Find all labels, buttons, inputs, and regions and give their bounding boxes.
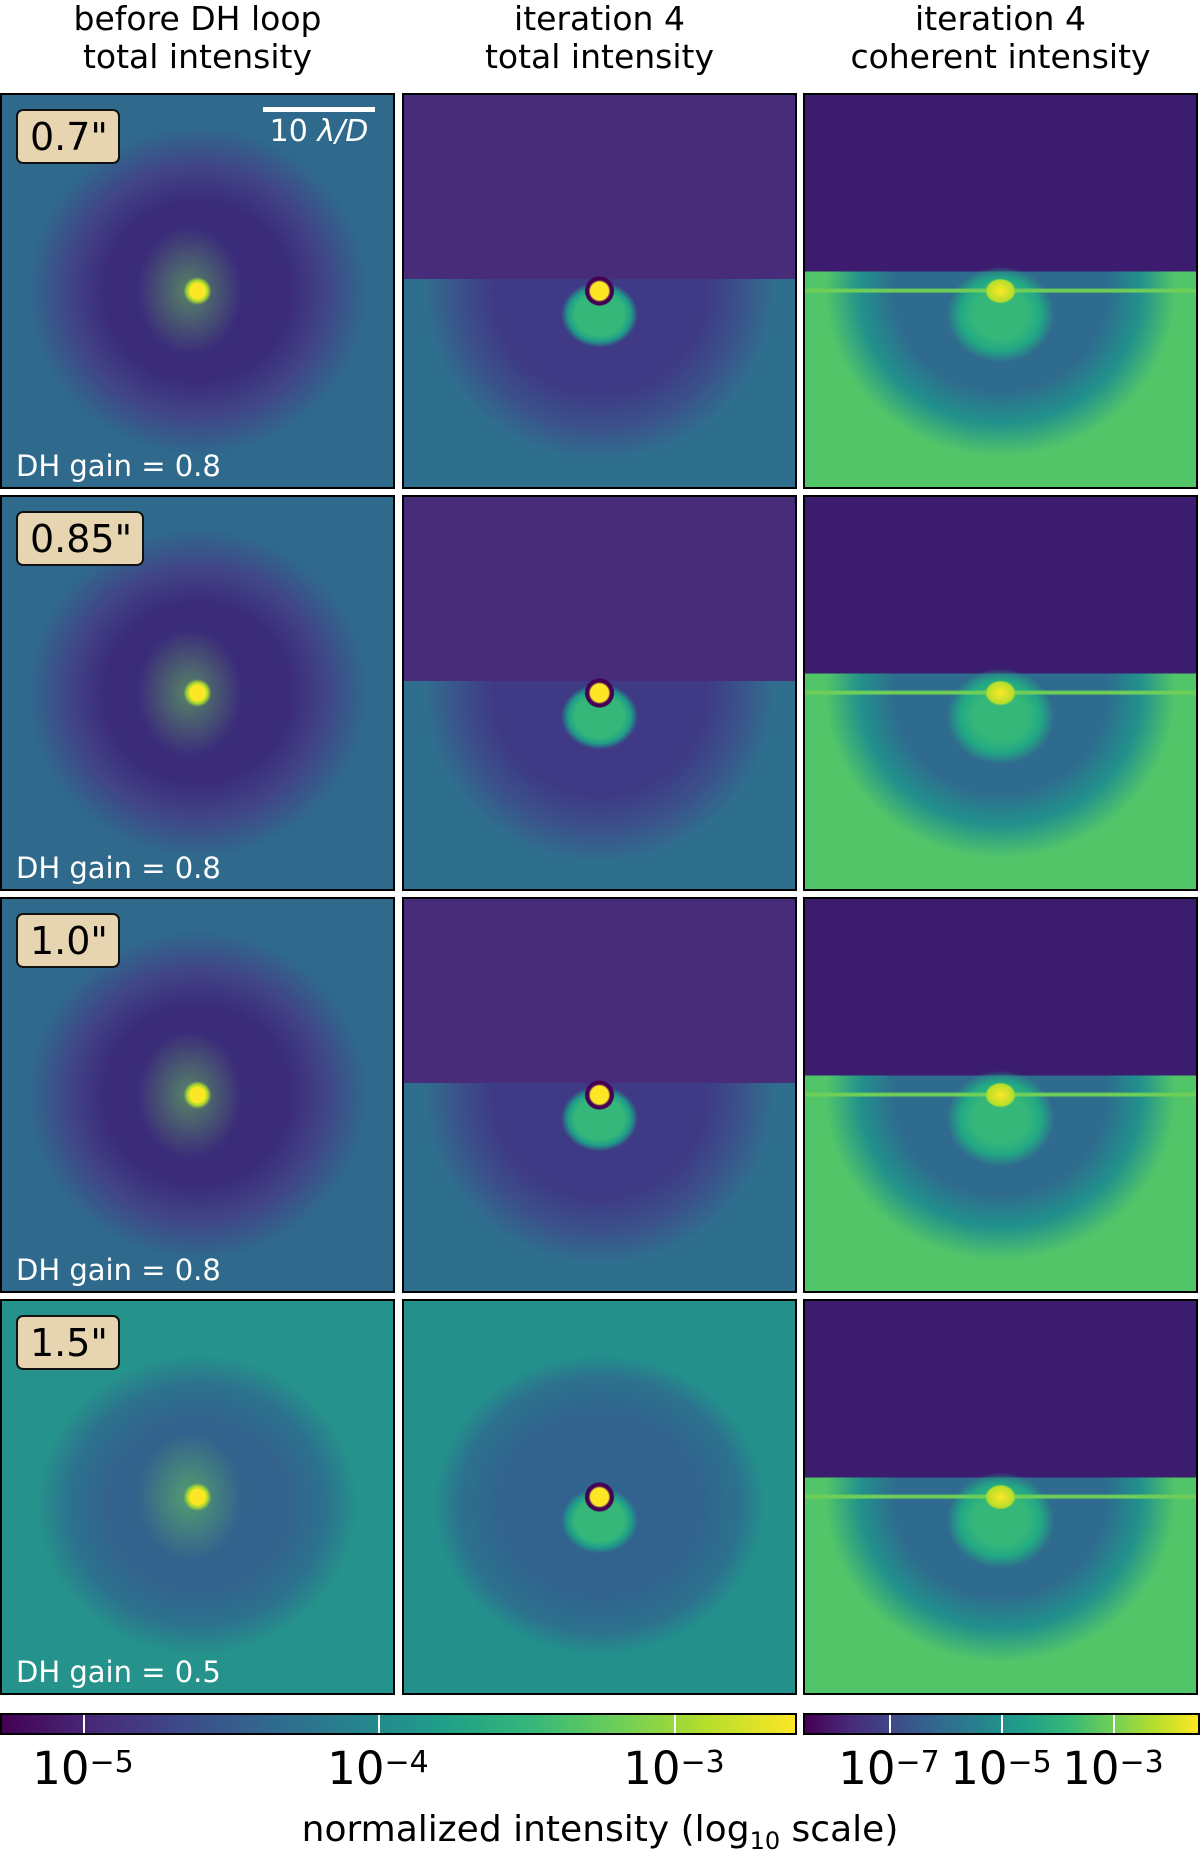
intensity-image [805, 497, 1196, 889]
column-title-iter4-coherent: iteration 4 coherent intensity [803, 0, 1198, 76]
panel-r4-iter4-total [402, 1299, 797, 1695]
intensity-image [2, 899, 393, 1291]
panel-r1-before: 0.7" 10 λ/D DH gain = 0.8 [0, 93, 395, 489]
intensity-image [404, 1301, 795, 1693]
colorbar-tick [1001, 1715, 1003, 1733]
panel-r2-iter4-total [402, 495, 797, 891]
colorbar-coherent-intensity [803, 1713, 1200, 1735]
title-line-1: iteration 4 [915, 0, 1086, 38]
scale-bar: 10 λ/D [263, 107, 375, 149]
colorbar-tick [1113, 1715, 1115, 1733]
dh-gain-label: DH gain = 0.8 [16, 1253, 221, 1287]
colorbar-tick [889, 1715, 891, 1733]
title-line-2: total intensity [484, 37, 715, 76]
colorbar-tick [674, 1715, 676, 1733]
dh-gain-label: DH gain = 0.5 [16, 1655, 221, 1689]
panel-r4-before: 1.5" DH gain = 0.5 [0, 1299, 395, 1695]
title-line-2: coherent intensity [850, 37, 1151, 76]
column-title-before: before DH loop total intensity [0, 0, 395, 76]
intensity-image [805, 899, 1196, 1291]
intensity-image [404, 899, 795, 1291]
separation-label: 1.0" [16, 913, 120, 968]
panel-r3-iter4-total [402, 897, 797, 1293]
colorbar-tick [83, 1715, 85, 1733]
colorbar-tick-label: 10−3 [623, 1742, 725, 1795]
colorbar-tick-label: 10−7 [838, 1742, 940, 1795]
intensity-image [404, 497, 795, 889]
panel-r4-iter4-coherent [803, 1299, 1198, 1695]
panel-r1-iter4-total [402, 93, 797, 489]
dh-gain-label: DH gain = 0.8 [16, 851, 221, 885]
title-line-2: total intensity [82, 37, 313, 76]
intensity-image [805, 1301, 1196, 1693]
separation-label: 0.7" [16, 109, 120, 164]
panel-r1-iter4-coherent [803, 93, 1198, 489]
separation-label: 0.85" [16, 511, 145, 566]
panel-r3-before: 1.0" DH gain = 0.8 [0, 897, 395, 1293]
dh-gain-label: DH gain = 0.8 [16, 449, 221, 483]
intensity-image [404, 95, 795, 487]
column-title-iter4-total: iteration 4 total intensity [402, 0, 797, 76]
colorbar-tick-label: 10−5 [950, 1742, 1052, 1795]
separation-label: 1.5" [16, 1315, 120, 1370]
colorbar-tick [378, 1715, 380, 1733]
intensity-image [805, 95, 1196, 487]
panel-r2-iter4-coherent [803, 495, 1198, 891]
title-line-1: iteration 4 [514, 0, 685, 38]
colorbar-tick-label: 10−3 [1062, 1742, 1164, 1795]
colorbar-tick-label: 10−4 [327, 1742, 429, 1795]
colorbar-axis-label: normalized intensity (log10 scale) [301, 1809, 899, 1856]
colorbar-tick-label: 10−5 [32, 1742, 134, 1795]
title-line-1: before DH loop [73, 0, 322, 38]
panel-r3-iter4-coherent [803, 897, 1198, 1293]
colorbar-total-intensity [0, 1713, 797, 1735]
panel-r2-before: 0.85" DH gain = 0.8 [0, 495, 395, 891]
scale-bar-line [263, 107, 375, 112]
